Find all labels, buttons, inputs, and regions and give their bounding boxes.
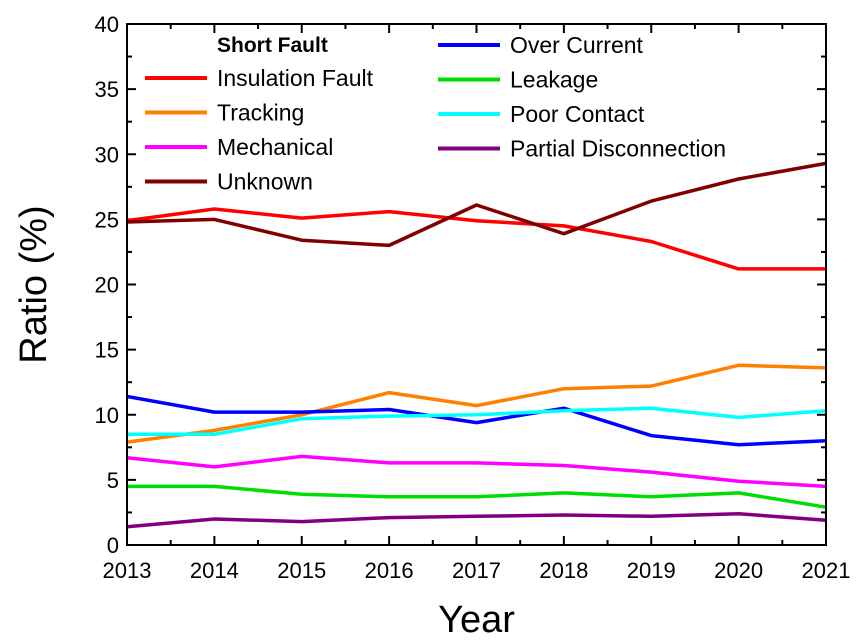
y-tick-label: 35 xyxy=(95,77,119,102)
legend-label-poor-contact: Poor Contact xyxy=(510,101,645,127)
legend-label-insulation-fault: Insulation Fault xyxy=(217,65,374,91)
legend-label-mechanical: Mechanical xyxy=(217,134,333,160)
y-tick-label: 40 xyxy=(95,12,119,37)
x-axis-title: Year xyxy=(438,599,515,641)
x-tick-label: 2020 xyxy=(714,558,763,583)
series-line-poor-contact xyxy=(127,406,827,437)
axes: 0 5 10 15 20 25 30 35 40 2013 2014 2015 2016 2017 2018… xyxy=(95,12,851,583)
y-tick-label: 20 xyxy=(95,273,119,298)
series-lines xyxy=(126,161,827,529)
legend: Short Fault Insulation Fault Tracking Mecha… xyxy=(145,32,726,195)
x-tick-label: 2017 xyxy=(452,558,501,583)
series-line-insulation-fault xyxy=(126,207,826,271)
y-axis-title: Ratio (%) xyxy=(13,205,55,363)
y-tick-label: 15 xyxy=(95,338,119,363)
y-tick-label: 10 xyxy=(95,403,119,428)
plot-frame xyxy=(126,23,827,546)
y-tick-label: 30 xyxy=(95,142,119,167)
series-line-leakage xyxy=(127,484,827,509)
series-line-tracking xyxy=(126,363,827,444)
series-line-unknown xyxy=(126,161,827,248)
series-line-partial-disconnection xyxy=(126,511,827,529)
x-tick-label: 2014 xyxy=(190,558,239,583)
legend-label-over-current: Over Current xyxy=(510,32,644,58)
x-tick-label: 2016 xyxy=(365,558,414,583)
legend-group-title: Short Fault xyxy=(217,34,328,57)
x-tick-label: 2019 xyxy=(627,558,676,583)
x-tick-label: 2021 xyxy=(802,558,851,583)
legend-label-tracking: Tracking xyxy=(217,100,304,126)
y-tick-label: 25 xyxy=(95,207,119,232)
series-line-mechanical xyxy=(126,454,827,489)
x-tick-label: 2013 xyxy=(103,558,152,583)
x-tick-label: 2015 xyxy=(277,558,326,583)
x-tick-label: 2018 xyxy=(539,558,588,583)
legend-label-leakage: Leakage xyxy=(510,67,598,93)
legend-label-unknown: Unknown xyxy=(217,169,313,195)
legend-label-partial-disconnection: Partial Disconnection xyxy=(510,136,726,162)
y-tick-label: 5 xyxy=(107,468,119,493)
series-line-over-current xyxy=(126,394,827,447)
y-tick-label: 0 xyxy=(107,533,119,558)
